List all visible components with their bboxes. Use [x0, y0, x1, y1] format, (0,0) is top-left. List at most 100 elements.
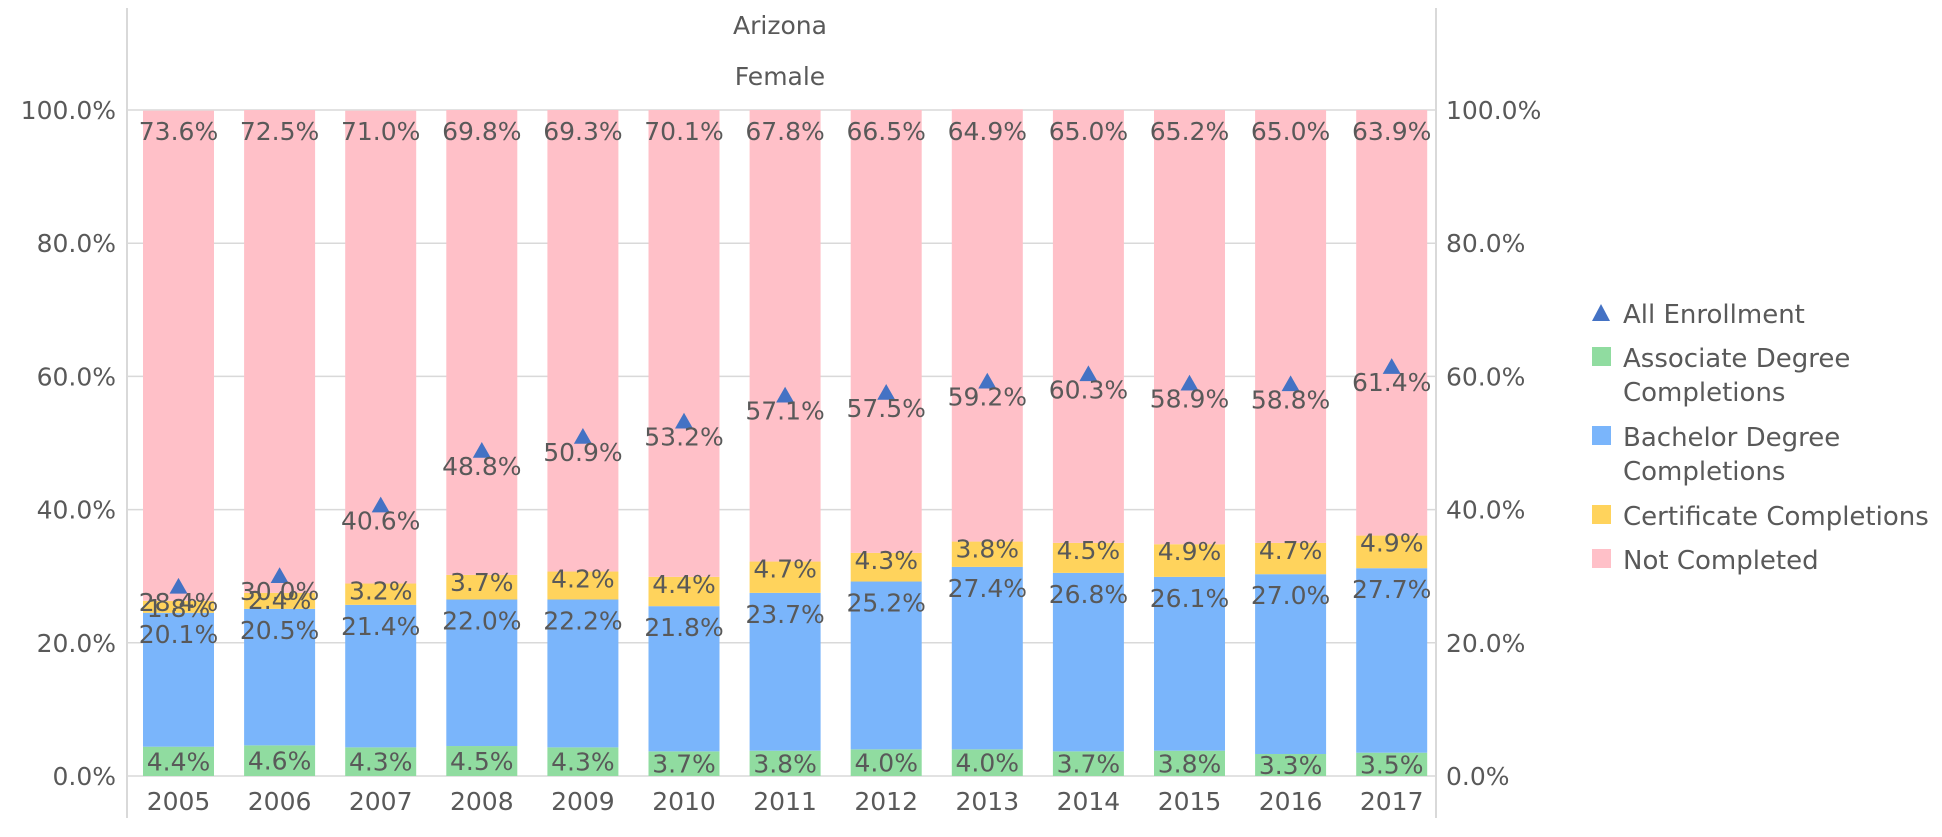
- data-label-associate: 4.0%: [854, 749, 918, 778]
- y-tick-label-right: 20.0%: [1446, 629, 1525, 658]
- data-label-all-enrollment: 58.9%: [1150, 385, 1229, 414]
- legend-label-certificate: Certificate Completions: [1623, 502, 1929, 532]
- data-label-certificate: 4.2%: [551, 565, 615, 594]
- all-enrollment-marker: [1079, 365, 1098, 382]
- data-label-not-completed: 71.0%: [341, 117, 420, 146]
- y-tick-label-left: 0.0%: [52, 762, 116, 791]
- all-enrollment-marker: [169, 577, 188, 594]
- data-label-bachelor: 21.8%: [644, 613, 723, 642]
- data-label-not-completed: 70.1%: [644, 117, 723, 146]
- data-label-bachelor: 27.4%: [948, 574, 1027, 603]
- all-enrollment-marker: [270, 567, 289, 583]
- bar-segment-associate: [850, 749, 922, 776]
- bar-segment-bachelor: [143, 612, 214, 747]
- bar-segment-certificate: [951, 541, 1023, 567]
- x-tick-label: 2017: [1360, 787, 1424, 816]
- data-label-all-enrollment: 40.6%: [341, 507, 420, 536]
- data-label-certificate: 4.4%: [652, 570, 716, 599]
- legend-swatch-certificate: [1592, 505, 1611, 524]
- bar-segment-not_completed: [951, 109, 1023, 542]
- data-label-all-enrollment: 30.0%: [240, 577, 319, 606]
- data-label-all-enrollment: 48.8%: [442, 452, 521, 481]
- bar-segment-certificate: [143, 600, 214, 613]
- bar-segment-not_completed: [547, 110, 619, 572]
- data-label-all-enrollment: 60.3%: [1049, 375, 1128, 404]
- x-tick-label: 2011: [753, 787, 817, 816]
- bar-segment-associate: [1154, 750, 1225, 776]
- bars: [143, 109, 1428, 776]
- x-tick-label: 2006: [248, 787, 312, 816]
- bar-segment-bachelor: [648, 606, 720, 752]
- bar-segment-bachelor: [1356, 568, 1428, 753]
- data-label-bachelor: 25.2%: [846, 589, 925, 618]
- bar-segment-not_completed: [749, 110, 821, 562]
- x-tick-label: 2012: [854, 787, 918, 816]
- all-enrollment-marker: [675, 412, 693, 429]
- data-label-certificate: 4.5%: [1057, 536, 1121, 565]
- bar-segment-certificate: [1255, 542, 1327, 575]
- bar-segment-certificate: [446, 574, 518, 600]
- y-tick-label-right: 0.0%: [1446, 762, 1510, 791]
- data-label-not-completed: 67.8%: [745, 117, 824, 146]
- chart-subtitle: Female: [735, 62, 825, 91]
- data-label-bachelor: 27.0%: [1251, 581, 1330, 610]
- all-enrollment-marker: [573, 428, 592, 444]
- bar-segment-not_completed: [143, 110, 214, 601]
- bar-segment-not_completed: [1356, 110, 1428, 536]
- bar-segment-certificate: [850, 552, 922, 582]
- data-label-all-enrollment: 57.5%: [846, 394, 925, 423]
- data-label-bachelor: 20.1%: [139, 620, 218, 649]
- data-labels: 4.4% 20.1%1.8% 73.6% 4.6% 20.5%2.4% 72.5% 4.3%…: [139, 117, 1432, 780]
- data-label-associate: 4.3%: [349, 748, 413, 777]
- x-tick-label: 2009: [551, 787, 615, 816]
- bar-segment-bachelor: [1154, 576, 1225, 751]
- data-label-bachelor: 26.1%: [1150, 584, 1229, 613]
- x-tick-label: 2010: [652, 787, 716, 816]
- x-tick-label: 2013: [955, 787, 1019, 816]
- all-enrollment-marker: [472, 441, 491, 458]
- bar-segment-not_completed: [446, 110, 518, 575]
- bar-segment-associate: [143, 746, 214, 776]
- legend-label-all_enrollment: All Enrollment: [1623, 300, 1805, 330]
- data-label-all-enrollment: 59.2%: [948, 383, 1027, 412]
- data-label-not-completed: 69.3%: [543, 117, 622, 146]
- data-label-not-completed: 64.9%: [948, 117, 1027, 146]
- data-label-associate: 3.8%: [753, 749, 817, 778]
- legend-label-associate: Associate Degree: [1623, 344, 1850, 374]
- bar-segment-associate: [1356, 752, 1428, 776]
- data-label-not-completed: 65.0%: [1049, 117, 1128, 146]
- data-label-not-completed: 66.5%: [846, 117, 925, 146]
- y-tick-label-left: 100.0%: [21, 96, 116, 125]
- all-enrollment-markers: 28.4% 30.0% 40.6% 48.8% 50.9% 53.2% 57.1% 57.5%…: [139, 358, 1431, 617]
- data-label-bachelor: 23.7%: [745, 600, 824, 629]
- bar-segment-certificate: [547, 571, 619, 600]
- bar-segment-certificate: [244, 592, 316, 609]
- data-label-certificate: 3.7%: [450, 568, 514, 597]
- legend-swatch-not_completed: [1592, 549, 1611, 568]
- data-label-associate: 4.6%: [248, 747, 312, 776]
- y-tick-label-left: 80.0%: [37, 229, 116, 258]
- chart-title: Arizona: [733, 11, 827, 40]
- data-label-not-completed: 65.0%: [1251, 117, 1330, 146]
- bar-segment-certificate: [749, 561, 821, 593]
- y-tick-label-right: 60.0%: [1446, 362, 1525, 391]
- data-label-certificate: 3.8%: [956, 535, 1020, 564]
- data-label-certificate: 2.4%: [248, 586, 312, 615]
- bar-segment-associate: [446, 746, 518, 776]
- x-tick-label: 2015: [1158, 787, 1222, 816]
- bar-segment-associate: [951, 749, 1023, 776]
- bar-segment-associate: [345, 747, 417, 776]
- data-label-all-enrollment: 57.1%: [745, 397, 824, 426]
- y-tick-label-right: 100.0%: [1446, 96, 1541, 125]
- data-label-associate: 4.4%: [147, 747, 211, 776]
- data-label-associate: 4.0%: [956, 749, 1020, 778]
- bar-segment-associate: [648, 751, 720, 776]
- legend-label-bachelor: Completions: [1623, 457, 1785, 487]
- bar-segment-associate: [1052, 751, 1124, 776]
- data-label-not-completed: 69.8%: [442, 117, 521, 146]
- data-label-all-enrollment: 28.4%: [139, 588, 218, 617]
- data-label-associate: 3.3%: [1259, 751, 1323, 780]
- data-label-bachelor: 22.0%: [442, 607, 521, 636]
- data-label-certificate: 4.7%: [753, 555, 817, 584]
